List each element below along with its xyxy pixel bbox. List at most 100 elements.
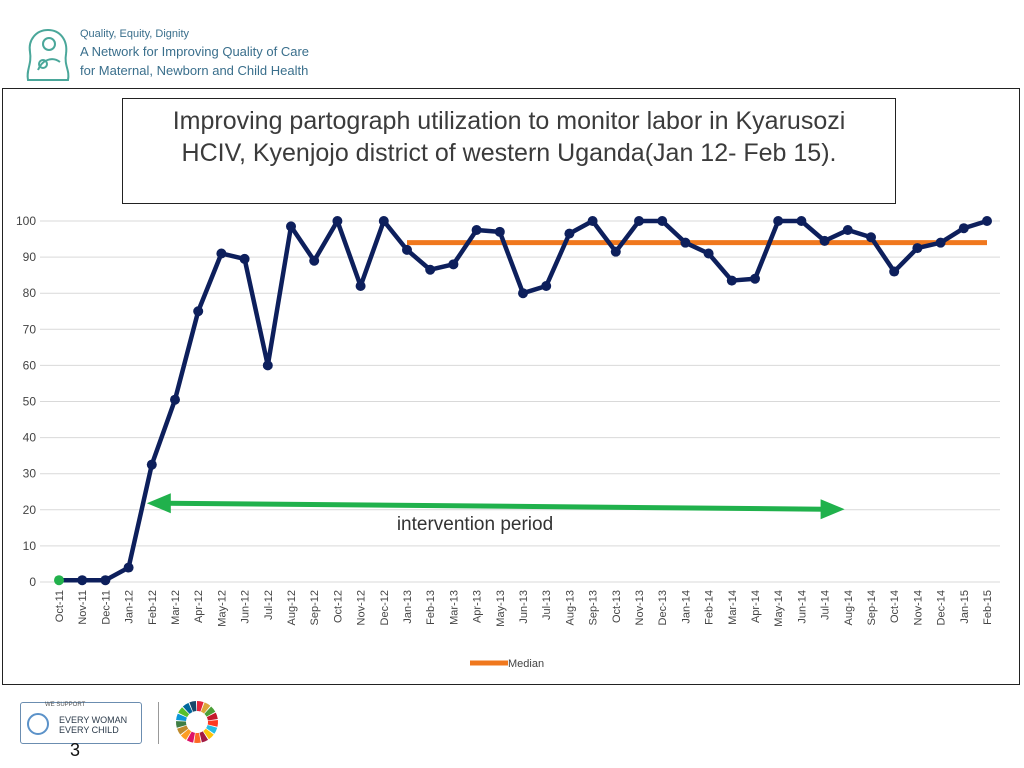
- data-point: [332, 216, 343, 226]
- x-tick-label: Dec-14: [936, 590, 948, 625]
- data-point: [448, 259, 459, 270]
- data-point: [100, 575, 111, 586]
- x-tick-label: Dec-11: [100, 590, 112, 625]
- sdg-wheel-segment: [186, 731, 195, 743]
- x-tick-label: Jan-14: [680, 590, 692, 624]
- x-tick-label: Aug-14: [843, 590, 855, 625]
- x-tick-label: May-12: [216, 590, 228, 627]
- chart-title-line1: Improving partograph utilization to moni…: [172, 107, 846, 135]
- data-point: [842, 225, 853, 236]
- x-tick-label: Jan-15: [959, 590, 971, 624]
- x-tick-label: May-14: [773, 590, 785, 627]
- data-point: [355, 280, 366, 291]
- x-tick-label: Sep-14: [866, 590, 878, 625]
- header-tagline: Quality, Equity, Dignity: [80, 28, 190, 40]
- sdg-wheel-segment: [207, 720, 218, 727]
- x-tick-label: Aug-12: [286, 590, 298, 625]
- x-tick-label: Feb-14: [704, 590, 716, 625]
- x-tick-label: Jan-13: [402, 590, 414, 624]
- header-network-scope: for Maternal, Newborn and Child Health: [80, 63, 309, 78]
- data-point: [518, 288, 528, 299]
- sdg-wheel-segment: [176, 721, 187, 728]
- data-point: [77, 575, 88, 586]
- data-point: [912, 243, 923, 254]
- chart-title-line2: HCIV, Kyenjojo district of western Ugand…: [181, 139, 837, 167]
- data-point: [587, 216, 598, 226]
- x-tick-label: Jun-14: [796, 590, 808, 624]
- x-tick-label: Nov-11: [77, 590, 89, 625]
- data-point: [889, 266, 900, 277]
- intervention-arrow-shaft: [166, 500, 825, 512]
- y-tick-label: 60: [23, 358, 37, 372]
- intervention-period-label: intervention period: [397, 514, 553, 535]
- ewec-line2: EVERY CHILD: [59, 725, 119, 735]
- x-tick-label: Nov-13: [634, 590, 646, 625]
- sdg-wheel-segment: [189, 701, 197, 712]
- data-point: [123, 562, 134, 573]
- x-tick-label: Jun-12: [240, 590, 252, 624]
- footer-divider: [158, 702, 159, 744]
- x-tick-label: Jul-13: [541, 590, 553, 620]
- y-tick-label: 100: [16, 214, 36, 228]
- data-point: [286, 221, 296, 232]
- data-point: [541, 280, 552, 291]
- data-point: [239, 253, 250, 264]
- x-tick-label: Dec-13: [657, 590, 669, 625]
- slide-number: 3: [70, 740, 81, 760]
- every-woman-every-child-badge: WE SUPPORT EVERY WOMAN EVERY CHILD: [20, 702, 142, 744]
- sdg-wheel-segment: [199, 731, 209, 743]
- x-tick-label: Oct-13: [611, 590, 623, 623]
- sdg-wheel-icon: [176, 701, 218, 743]
- sdg-wheel-segment: [203, 728, 214, 740]
- x-tick-label: Nov-12: [356, 590, 368, 625]
- x-tick-label: Apr-12: [193, 590, 205, 623]
- x-tick-label: Feb-12: [147, 590, 159, 625]
- y-tick-label: 0: [29, 575, 36, 589]
- ewec-line1: EVERY WOMAN: [59, 715, 128, 725]
- data-point: [935, 237, 946, 248]
- data-point: [309, 255, 320, 266]
- x-tick-label: Jul-12: [263, 590, 275, 620]
- sdg-wheel-segment: [200, 702, 211, 714]
- data-point: [680, 237, 691, 248]
- x-tick-label: Oct-14: [889, 590, 901, 623]
- data-point: [216, 248, 227, 259]
- y-tick-label: 70: [23, 322, 37, 336]
- data-point: [494, 226, 505, 237]
- sdg-wheel-segment: [206, 712, 218, 721]
- x-tick-label: Feb-15: [982, 590, 994, 625]
- x-tick-label: Mar-13: [448, 590, 460, 625]
- data-point: [819, 235, 830, 246]
- intervention-arrow-right-head: [820, 499, 845, 520]
- sdg-wheel-segment: [176, 713, 187, 721]
- sdg-wheel-segment: [204, 706, 216, 717]
- x-tick-label: Dec-12: [379, 590, 391, 625]
- y-tick-label: 50: [23, 395, 37, 409]
- data-point: [982, 216, 992, 226]
- data-point: [193, 306, 204, 317]
- mother-child-logo-icon: [26, 28, 70, 81]
- y-tick-label: 90: [23, 250, 37, 264]
- x-tick-label: Jan-12: [124, 590, 136, 624]
- sdg-wheel-segment: [178, 707, 190, 718]
- data-point: [634, 216, 644, 226]
- x-tick-label: Oct-11: [54, 590, 66, 622]
- network-header: Quality, Equity, Dignity A Network for I…: [22, 24, 342, 84]
- data-point: [170, 394, 180, 405]
- data-point: [564, 228, 575, 239]
- data-point: [703, 248, 714, 259]
- legend-median-label: Median: [508, 658, 544, 670]
- sdg-wheel-segment: [206, 725, 218, 734]
- x-tick-label: Sep-12: [309, 590, 321, 625]
- data-point: [796, 216, 807, 226]
- data-point: [773, 216, 784, 226]
- data-point: [425, 264, 436, 275]
- data-point: [378, 216, 389, 226]
- data-point: [471, 225, 482, 236]
- data-point: [402, 244, 412, 255]
- y-tick-label: 80: [23, 286, 37, 300]
- header-network-name: A Network for Improving Quality of Care: [80, 44, 310, 59]
- sdg-wheel-segment: [182, 702, 193, 714]
- x-tick-label: Aug-13: [564, 590, 576, 625]
- x-tick-label: Mar-14: [727, 590, 739, 625]
